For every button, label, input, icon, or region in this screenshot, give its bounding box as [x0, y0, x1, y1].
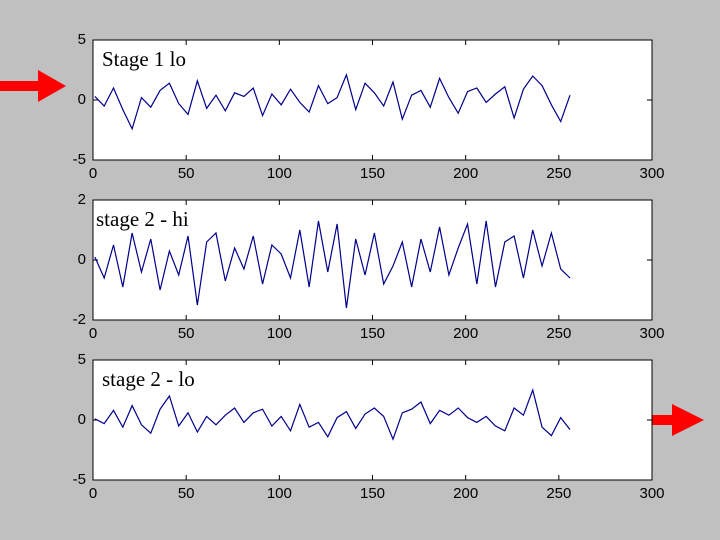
y-tick-label: 5 — [78, 351, 86, 368]
x-tick-label: 200 — [453, 485, 478, 502]
annotation: Stage 1 lo — [102, 47, 186, 71]
y-tick-label: 0 — [78, 411, 86, 428]
x-tick-label: 0 — [89, 165, 97, 182]
x-tick-label: 200 — [453, 325, 478, 342]
y-tick-label: -5 — [73, 151, 86, 168]
y-tick-label: 5 — [78, 31, 86, 48]
arrow-shaft — [0, 81, 40, 91]
left-arrow — [0, 70, 66, 102]
annotation: stage 2 - hi — [96, 207, 189, 231]
x-tick-label: 300 — [639, 325, 664, 342]
arrow-head — [672, 404, 704, 436]
x-tick-label: 250 — [546, 485, 571, 502]
x-tick-label: 150 — [360, 325, 385, 342]
x-tick-label: 100 — [267, 165, 292, 182]
y-tick-label: 2 — [78, 191, 86, 208]
x-tick-label: 0 — [89, 485, 97, 502]
x-tick-label: 200 — [453, 165, 478, 182]
y-tick-label: -2 — [73, 311, 86, 328]
signal-line — [94, 72, 571, 131]
y-tick-label: 0 — [78, 251, 86, 268]
x-tick-label: 50 — [178, 165, 195, 182]
x-tick-label: 0 — [89, 325, 97, 342]
x-tick-label: 100 — [267, 485, 292, 502]
x-tick-label: 100 — [267, 325, 292, 342]
arrow-head — [38, 70, 66, 102]
annotation: stage 2 - lo — [102, 367, 195, 391]
x-tick-label: 150 — [360, 165, 385, 182]
x-tick-label: 300 — [639, 165, 664, 182]
x-tick-label: 150 — [360, 485, 385, 502]
x-tick-label: 300 — [639, 485, 664, 502]
signal-line — [94, 387, 571, 441]
x-tick-label: 250 — [546, 165, 571, 182]
x-tick-label: 50 — [178, 485, 195, 502]
y-tick-label: 0 — [78, 91, 86, 108]
x-tick-label: 50 — [178, 325, 195, 342]
x-tick-label: 250 — [546, 325, 571, 342]
signal-line — [94, 220, 571, 309]
y-tick-label: -5 — [73, 471, 86, 488]
